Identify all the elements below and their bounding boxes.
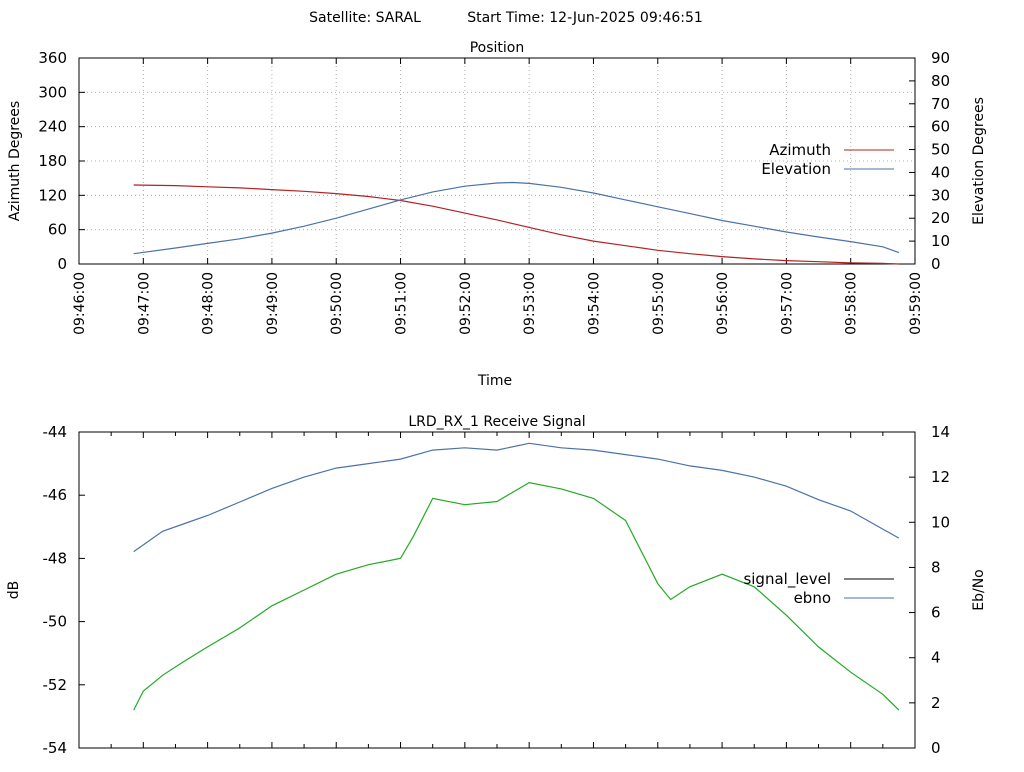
signal-y2-tick-label: 14	[931, 423, 950, 441]
receive-signal-chart: LRD_RX_1 Receive Signal -54 -52 -50 -48 -46 -…	[6, 414, 987, 757]
position-y2-tick-label: 10	[931, 232, 950, 250]
position-y-tick-label: 300	[38, 83, 67, 101]
satellite-label: Satellite: SARAL	[309, 10, 421, 26]
position-y-tick-label: 180	[38, 152, 67, 170]
position-x-axis-label: Time	[477, 373, 512, 389]
legend-label-elevation: Elevation	[761, 160, 831, 178]
position-x-tick-label: 09:47:00	[136, 272, 152, 335]
signal-y-tick-label: -52	[43, 676, 68, 694]
position-y2-axis-label: Elevation Degrees	[971, 97, 987, 225]
signal-y2-tick-label: 6	[931, 604, 941, 622]
legend-label-azimuth: Azimuth	[769, 141, 831, 159]
position-y2-tick-label: 50	[931, 141, 950, 159]
position-y2-tick-label: 40	[931, 163, 950, 181]
signal-y-axis-label: dB	[6, 581, 22, 600]
position-x-tick-label: 09:49:00	[265, 272, 281, 335]
signal-y2-tick-label: 0	[931, 739, 941, 757]
signal-y2-tick-label: 8	[931, 558, 941, 576]
position-y2-tick-label: 90	[931, 49, 950, 67]
position-x-tick-label: 09:46:00	[72, 272, 88, 335]
position-x-tick-label: 09:53:00	[522, 272, 538, 335]
position-y-tick-label: 360	[38, 49, 67, 67]
position-x-tick-label: 09:50:00	[329, 272, 345, 335]
position-x-tick-label: 09:54:00	[586, 272, 602, 335]
position-y-tick-label: 60	[48, 221, 67, 239]
receive-signal-chart-frame	[78, 431, 916, 749]
signal-y2-tick-label: 10	[931, 513, 950, 531]
series-line-ebno	[133, 442, 900, 553]
position-chart-title: Position	[470, 40, 525, 56]
start-time-label: Start Time: 12-Jun-2025 09:46:51	[467, 10, 703, 26]
position-x-tick-label: 09:48:00	[201, 272, 217, 335]
position-y-axis-label: Azimuth Degrees	[7, 101, 23, 221]
position-y-tick-label: 120	[38, 186, 67, 204]
legend-label-ebno: ebno	[794, 589, 831, 607]
position-x-tick-label: 09:52:00	[458, 272, 474, 335]
position-y-tick-label: 240	[38, 118, 67, 136]
series-line-signal-level	[133, 481, 900, 711]
position-x-tick-label: 09:59:00	[908, 272, 924, 335]
signal-y-tick-label: -44	[43, 423, 68, 441]
signal-y2-axis-label: Eb/No	[971, 569, 987, 611]
position-y2-tick-label: 60	[931, 118, 950, 136]
signal-y-tick-label: -50	[43, 613, 68, 631]
position-y-tick-label: 0	[57, 255, 67, 273]
signal-y-tick-label: -46	[43, 486, 68, 504]
position-chart: Position 09:46:00 09:47:00 09:48:00 09:49:0…	[7, 40, 987, 389]
legend-label-signal-level: signal_level	[743, 570, 831, 589]
signal-y2-tick-label: 2	[931, 694, 941, 712]
signal-y-tick-label: -48	[43, 549, 68, 567]
position-y2-tick-label: 30	[931, 186, 950, 204]
position-y2-tick-label: 80	[931, 72, 950, 90]
series-line-elevation	[133, 181, 900, 255]
position-y2-tick-label: 0	[931, 255, 941, 273]
position-x-tick-label: 09:51:00	[394, 272, 410, 335]
position-x-tick-label: 09:58:00	[844, 272, 860, 335]
signal-y-tick-label: -54	[43, 739, 68, 757]
signal-y2-tick-label: 12	[931, 468, 950, 486]
position-x-tick-label: 09:55:00	[651, 272, 667, 335]
signal-y2-tick-label: 4	[931, 649, 941, 667]
series-line-azimuth	[133, 184, 899, 265]
position-x-tick-label: 09:57:00	[779, 272, 795, 335]
position-x-tick-label: 09:56:00	[715, 272, 731, 335]
position-y2-tick-label: 70	[931, 95, 950, 113]
position-y2-tick-label: 20	[931, 209, 950, 227]
receive-signal-chart-title: LRD_RX_1 Receive Signal	[408, 414, 585, 430]
